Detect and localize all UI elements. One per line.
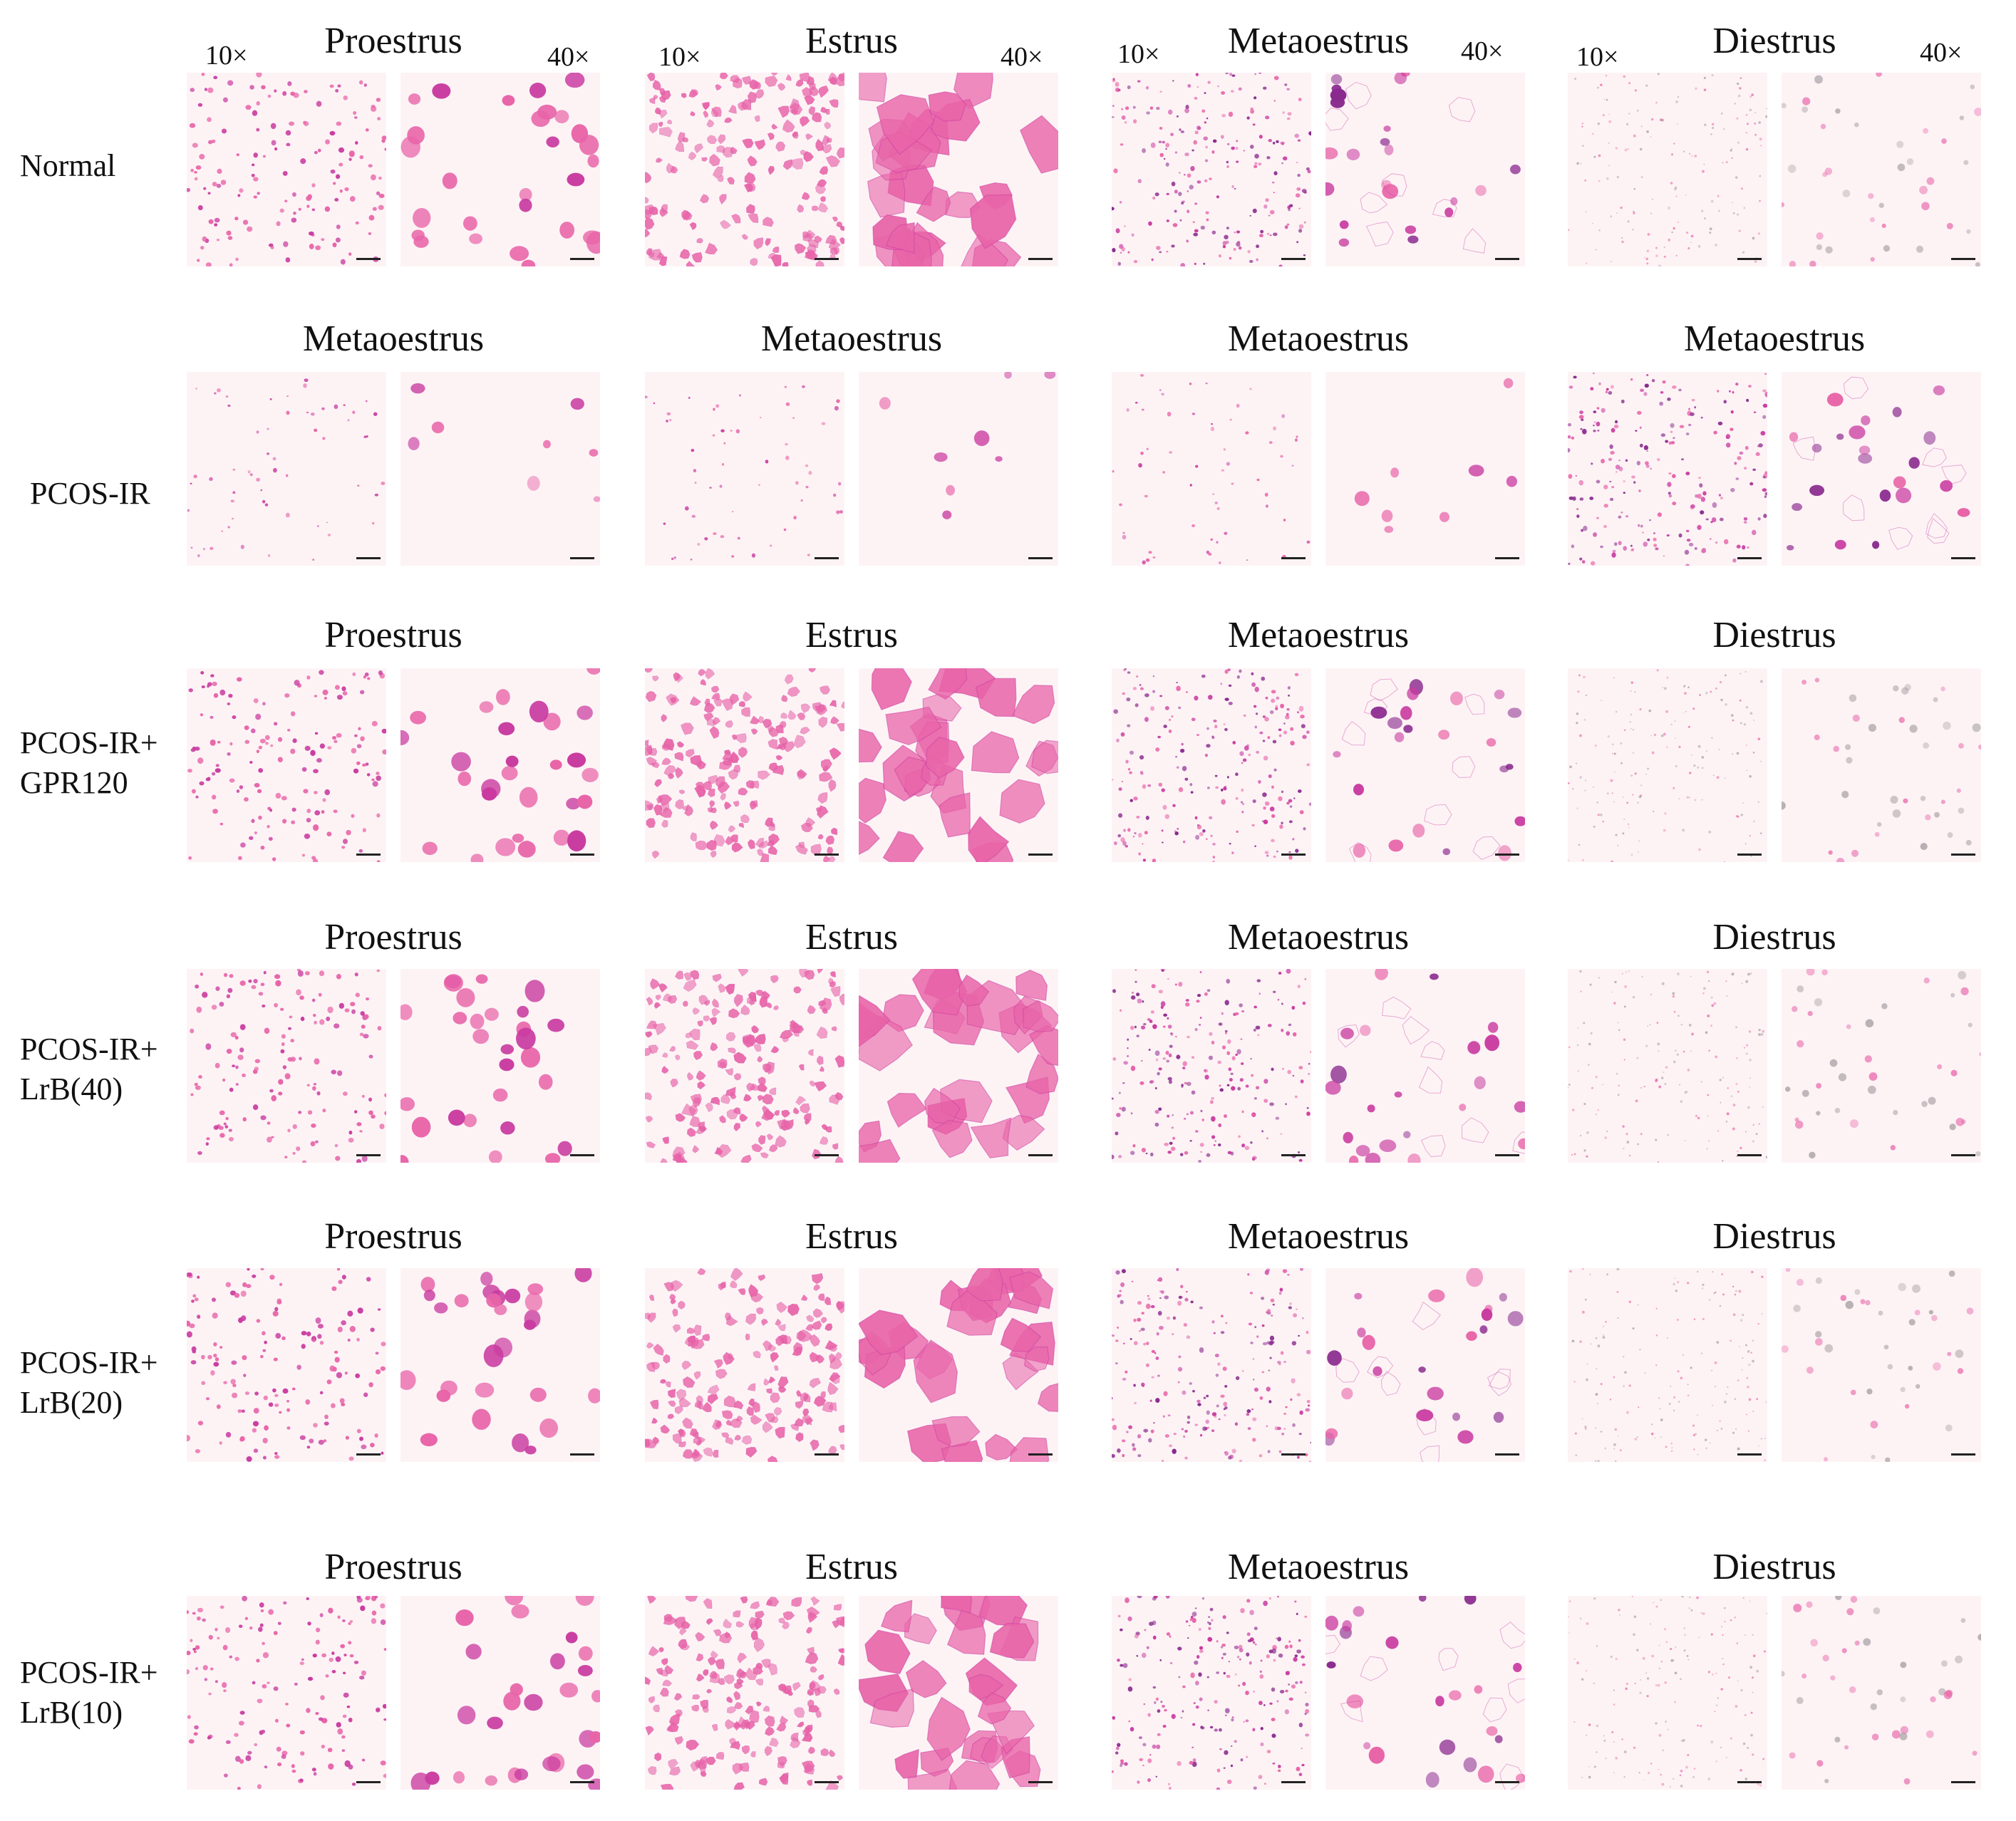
stage-heading: Proestrus	[324, 1216, 462, 1257]
stage-heading: Proestrus	[324, 917, 462, 958]
stage-heading: Metaoestrus	[1227, 21, 1410, 61]
row-label-2: PCOS-IR	[30, 476, 150, 511]
stage-heading: Diestrus	[1712, 615, 1836, 655]
micrograph-10x	[187, 73, 386, 266]
mag-low-1: 10×	[205, 41, 248, 71]
stage-heading: Proestrus	[324, 21, 462, 61]
micrograph-10x	[187, 668, 386, 862]
stage-heading: Proestrus	[324, 1547, 462, 1587]
row-label-1: Normal	[20, 148, 116, 183]
stage-heading: Diestrus	[1712, 21, 1836, 61]
micrograph-40x	[1782, 73, 1981, 266]
micrograph-10x	[1112, 372, 1311, 566]
micrograph-10x	[1568, 668, 1767, 862]
micrograph-40x	[859, 372, 1058, 566]
micrograph-40x	[400, 1596, 600, 1790]
stage-heading: Metaoestrus	[760, 318, 943, 359]
micrograph-40x	[1325, 1596, 1525, 1790]
stage-heading: Estrus	[805, 21, 898, 61]
stage-heading: Estrus	[805, 1216, 898, 1257]
mag-high-2: 40×	[1001, 42, 1043, 72]
micrograph-10x	[645, 1268, 844, 1462]
micrograph-10x	[1112, 1596, 1311, 1790]
micrograph-40x	[1325, 668, 1525, 862]
micrograph-40x	[400, 1268, 600, 1462]
micrograph-40x	[1782, 969, 1981, 1163]
stage-heading: Metaoestrus	[1227, 1547, 1410, 1587]
stage-heading: Proestrus	[324, 615, 462, 655]
micrograph-10x	[1568, 1596, 1767, 1790]
stage-heading: Estrus	[805, 917, 898, 958]
micrograph-40x	[1325, 372, 1525, 566]
row-label-5: PCOS-IR+ LrB(20)	[20, 1345, 158, 1420]
row-label-3: PCOS-IR+ GPR120	[20, 725, 158, 800]
micrograph-40x	[859, 1268, 1058, 1462]
micrograph-40x	[859, 73, 1058, 266]
micrograph-40x	[859, 668, 1058, 862]
stage-heading: Diestrus	[1712, 1216, 1836, 1257]
micrograph-10x	[187, 1268, 386, 1462]
micrograph-40x	[1782, 1596, 1981, 1790]
micrograph-40x	[1325, 73, 1525, 266]
row-label-4: PCOS-IR+ LrB(40)	[20, 1032, 158, 1106]
micrograph-10x	[645, 668, 844, 862]
mag-low-4: 10×	[1576, 42, 1619, 72]
micrograph-10x	[645, 372, 844, 566]
stage-heading: Diestrus	[1712, 917, 1836, 958]
micrograph-40x	[1325, 1268, 1525, 1462]
mag-low-2: 10×	[658, 42, 701, 72]
micrograph-10x	[1112, 969, 1311, 1163]
micrograph-10x	[1568, 1268, 1767, 1462]
mag-high-1: 40×	[547, 42, 590, 72]
micrograph-10x	[645, 969, 844, 1163]
micrograph-10x	[187, 969, 386, 1163]
stage-heading: Metaoestrus	[1683, 318, 1866, 359]
mag-low-3: 10×	[1117, 39, 1160, 69]
stage-heading: Metaoestrus	[1227, 1216, 1410, 1257]
stage-heading: Estrus	[805, 615, 898, 655]
mag-high-4: 40×	[1920, 38, 1963, 68]
stage-heading: Metaoestrus	[1227, 615, 1410, 655]
micrograph-40x	[859, 1596, 1058, 1790]
micrograph-40x	[400, 372, 600, 566]
micrograph-40x	[1782, 1268, 1981, 1462]
micrograph-10x	[1568, 969, 1767, 1163]
micrograph-40x	[400, 73, 600, 266]
stage-heading: Metaoestrus	[302, 318, 485, 359]
micrograph-10x	[1112, 668, 1311, 862]
micrograph-10x	[1568, 372, 1767, 566]
micrograph-10x	[1568, 73, 1767, 266]
micrograph-10x	[645, 73, 844, 266]
row-label-6: PCOS-IR+ LrB(10)	[20, 1655, 158, 1730]
micrograph-40x	[400, 969, 600, 1163]
mag-high-3: 40×	[1461, 36, 1504, 66]
stage-heading: Metaoestrus	[1227, 318, 1410, 359]
stage-heading: Diestrus	[1712, 1547, 1836, 1587]
stage-heading: Metaoestrus	[1227, 917, 1410, 958]
micrograph-40x	[1782, 372, 1981, 566]
micrograph-40x	[1325, 969, 1525, 1163]
micrograph-40x	[859, 969, 1058, 1163]
micrograph-10x	[187, 372, 386, 566]
stage-heading: Estrus	[805, 1547, 898, 1587]
micrograph-10x	[1112, 1268, 1311, 1462]
micrograph-10x	[187, 1596, 386, 1790]
micrograph-40x	[1782, 668, 1981, 862]
micrograph-10x	[1112, 73, 1311, 266]
micrograph-40x	[400, 668, 600, 862]
micrograph-10x	[645, 1596, 844, 1790]
